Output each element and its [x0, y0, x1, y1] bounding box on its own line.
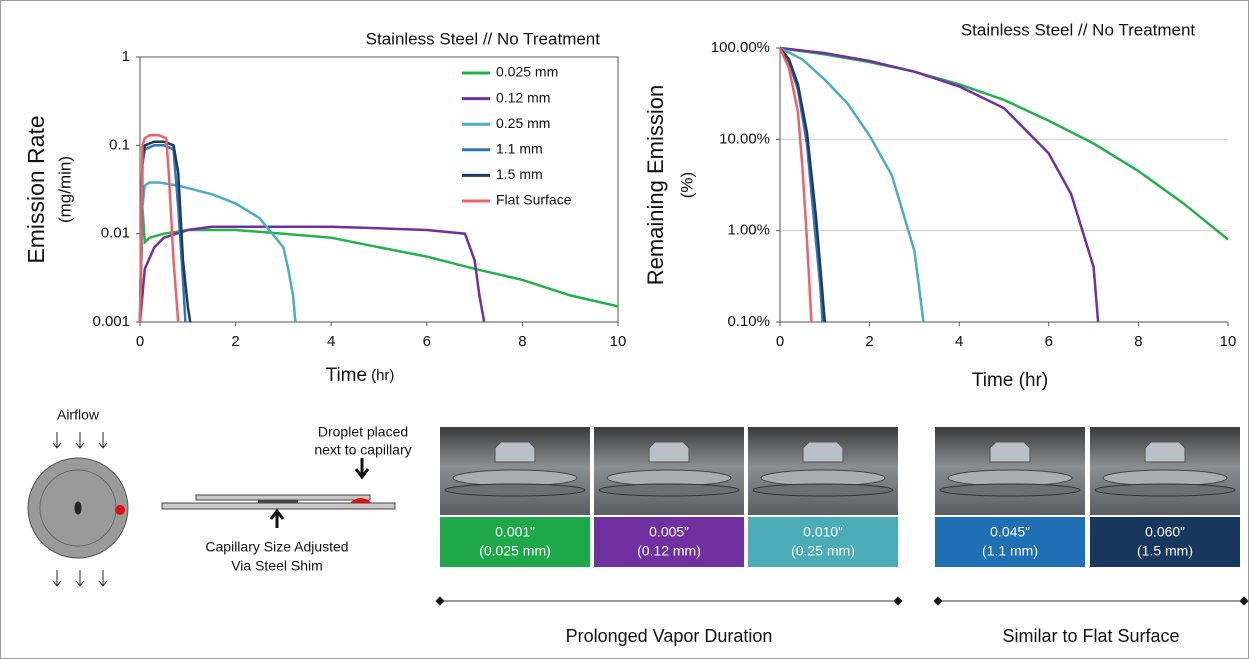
sample-plate — [752, 483, 894, 497]
legend-label: 0.25 mm — [496, 115, 550, 131]
legend-label: 1.1 mm — [496, 141, 543, 157]
sample-size-mm: (1.5 mm) — [1137, 543, 1193, 559]
x-tick-label: 0 — [136, 333, 144, 350]
shim-label: Capillary Size Adjusted — [205, 539, 348, 555]
x-tick-label: 4 — [955, 333, 963, 350]
x-tick-label: 6 — [1045, 333, 1053, 350]
y-tick-label: 0.10% — [727, 313, 770, 330]
chart-title: Stainless Steel // No Treatment — [366, 29, 601, 48]
y-tick-label: 100.00% — [711, 39, 770, 56]
sample-size-in: 0.045” — [990, 524, 1030, 540]
series-line — [779, 46, 1100, 323]
x-axis-label-part: (hr) — [371, 367, 394, 384]
plot-frame — [139, 56, 619, 323]
x-tick-label: 2 — [865, 333, 873, 350]
airflow-label: Airflow — [57, 407, 100, 423]
chart-title: Stainless Steel // No Treatment — [961, 20, 1196, 39]
y-axis-label: Emission Rate — [23, 115, 49, 263]
sample-size-in: 0.060” — [1145, 524, 1185, 540]
sample-size-in: 0.010” — [803, 524, 843, 540]
legend-label: 0.025 mm — [496, 64, 558, 80]
x-tick-label: 2 — [231, 333, 239, 350]
y-tick-label: 10.00% — [719, 130, 770, 147]
y-axis-label: (%) — [677, 172, 696, 198]
x-axis-label-part: Time — [326, 365, 368, 386]
sample-size-in: 0.005” — [649, 524, 689, 540]
x-axis-label: Time (hr) — [972, 370, 1048, 391]
y-tick-label: 1.00% — [727, 222, 770, 239]
sample-bolt — [802, 441, 844, 463]
droplet-label: next to capillary — [314, 442, 411, 458]
series-line — [779, 47, 827, 323]
series-line — [778, 47, 813, 323]
group-caption: Similar to Flat Surface — [1002, 626, 1179, 646]
sample-size-mm: (0.12 mm) — [637, 543, 701, 559]
airflow-diagram — [27, 432, 129, 587]
x-tick-label: 0 — [776, 333, 784, 350]
x-tick-label: 8 — [1134, 333, 1142, 350]
y-axis-label: Remaining Emission — [643, 85, 668, 286]
sample-bolt — [648, 441, 690, 463]
series-line — [138, 140, 192, 323]
sample-label-box — [748, 517, 898, 567]
x-tick-label: 10 — [610, 333, 627, 350]
y-tick-label: 0.001 — [92, 313, 130, 330]
shim-label: Via Steel Shim — [231, 558, 323, 574]
group-lines — [435, 596, 1249, 606]
sample-label-box — [440, 517, 590, 567]
x-tick-label: 6 — [423, 333, 431, 350]
sample-plate — [1094, 483, 1236, 497]
y-tick-label: 0.01 — [101, 225, 130, 242]
sample-size-mm: (0.025 mm) — [479, 543, 551, 559]
sample-label-box — [1090, 517, 1240, 567]
legend-label: 0.12 mm — [496, 89, 550, 105]
sample-plate — [444, 483, 586, 497]
sample-label-box — [594, 517, 744, 567]
y-tick-label: 1 — [122, 48, 130, 65]
group-caption: Prolonged Vapor Duration — [566, 626, 773, 646]
sample-bolt — [1144, 441, 1186, 463]
sample-bolt — [494, 441, 536, 463]
shim-diagram — [161, 458, 396, 528]
legend-label: Flat Surface — [496, 192, 572, 208]
sample-plate — [939, 483, 1081, 497]
x-tick-label: 10 — [1220, 333, 1237, 350]
y-axis-label: (mg/min) — [55, 156, 74, 223]
legend-label: 1.5 mm — [496, 166, 543, 182]
series-line — [138, 134, 180, 323]
series-line — [779, 46, 925, 323]
droplet-label: Droplet placed — [318, 424, 408, 440]
x-tick-label: 8 — [518, 333, 526, 350]
sample-size-mm: (1.1 mm) — [982, 543, 1038, 559]
series-line — [138, 207, 619, 323]
series-line — [778, 47, 824, 323]
sample-size-mm: (0.25 mm) — [791, 543, 855, 559]
x-tick-label: 4 — [327, 333, 335, 350]
x-axis-label-part: Time (hr) — [972, 370, 1048, 391]
series-line — [138, 181, 297, 323]
series-line — [138, 225, 486, 323]
sample-label-box — [935, 517, 1085, 567]
sample-plate — [598, 483, 740, 497]
sample-size-in: 0.001” — [495, 524, 535, 540]
x-axis-label: Time (hr) — [326, 365, 395, 386]
sample-bolt — [989, 441, 1031, 463]
series-line — [779, 46, 1229, 241]
y-tick-label: 0.1 — [109, 136, 130, 153]
